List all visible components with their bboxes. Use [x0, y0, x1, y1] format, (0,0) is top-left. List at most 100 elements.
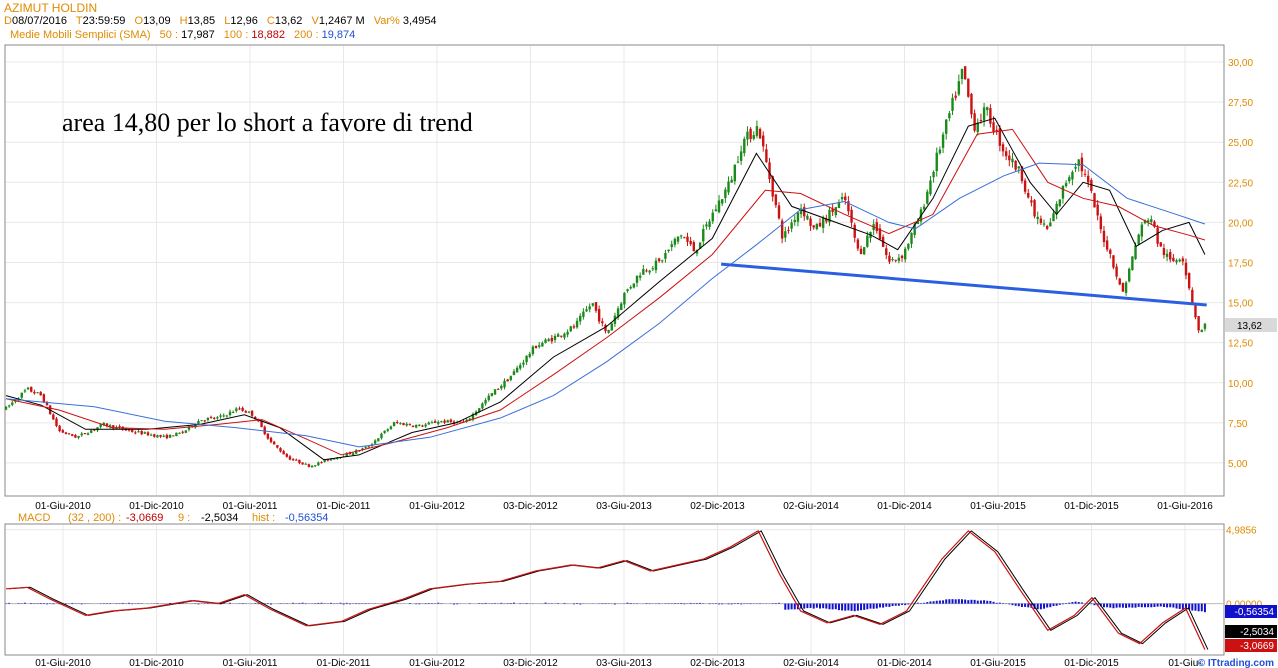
candle-body [705, 224, 708, 227]
candle-body [951, 97, 954, 111]
candle-body [408, 424, 412, 426]
macd-line [5, 530, 1206, 650]
candle-body [1077, 159, 1080, 166]
candle-body [238, 408, 241, 410]
volume-key: V [311, 15, 319, 27]
candle-body [828, 209, 831, 223]
candle-body [317, 462, 320, 466]
candle-body [496, 388, 500, 390]
candle-body [30, 386, 33, 392]
time-value: 23:59:59 [82, 15, 126, 27]
candle-body [1194, 304, 1197, 318]
candle-body [1064, 183, 1068, 187]
macd-x-tick-label: 01-Dic-2010 [129, 658, 184, 668]
candle-body [61, 430, 64, 433]
candle-body [411, 425, 415, 427]
candle-body [591, 303, 595, 306]
candle-body [102, 423, 106, 425]
candle-body [42, 394, 46, 403]
candle-body [689, 240, 692, 245]
candle-body [793, 219, 796, 223]
candle-body [736, 161, 740, 163]
candle-body [566, 331, 569, 335]
candle-body [58, 425, 61, 432]
candle-body [405, 423, 408, 426]
candle-body [771, 176, 774, 197]
candle-body [399, 423, 402, 425]
candle-body [806, 215, 809, 220]
candle-body [847, 201, 850, 212]
candle-body [184, 430, 188, 433]
candle-body [1055, 203, 1058, 215]
candle-body [632, 283, 636, 288]
candle-body [758, 128, 762, 139]
candle-body [149, 434, 153, 436]
candle-body [575, 320, 579, 328]
candle-body [588, 306, 591, 310]
candle-body [724, 189, 727, 199]
volume-value: 1,2467 M [318, 15, 365, 27]
var-value: 3,4954 [402, 15, 437, 27]
candle-body [1014, 160, 1017, 170]
time-key: T [75, 15, 83, 27]
candle-body [594, 302, 598, 311]
candle-body [213, 417, 216, 419]
candle-body [667, 249, 670, 252]
candle-body [780, 220, 784, 239]
candle-body [695, 249, 699, 254]
candle-body [1102, 230, 1106, 243]
candle-body [525, 355, 528, 363]
macd-last-value-box [1225, 639, 1277, 652]
sma50-key: 50 : [159, 29, 179, 41]
candle-body [478, 408, 481, 413]
candle-body [1131, 256, 1134, 271]
candle-body [418, 424, 421, 426]
candle-body [976, 122, 979, 133]
candle-body [986, 107, 989, 111]
candle-body [1115, 266, 1118, 277]
candle-body [96, 427, 99, 431]
candle-body [777, 205, 781, 219]
candle-body [380, 433, 383, 439]
candle-body [1159, 242, 1162, 247]
candle-body [862, 247, 866, 255]
open-value: 13,09 [143, 15, 171, 27]
candle-body [768, 162, 771, 180]
candle-body [231, 412, 235, 414]
candle-body [481, 403, 484, 409]
candle-body [1090, 179, 1093, 191]
candle-body [1033, 200, 1036, 217]
candle-body [291, 459, 295, 461]
candle-body [913, 224, 916, 235]
candle-body [131, 430, 134, 432]
y-tick-label: 12,50 [1228, 339, 1253, 350]
candle-body [891, 259, 894, 261]
candle-body [711, 212, 714, 222]
candle-body [515, 367, 519, 373]
candle-body [1121, 283, 1125, 292]
candle-body [153, 434, 156, 437]
candle-body [774, 194, 778, 206]
candle-body [172, 435, 175, 437]
candle-body [14, 400, 17, 402]
candle-body [818, 223, 822, 227]
macd-last-value-box [1225, 605, 1277, 618]
macd-header: MACD (32 , 200) : -3,0669 9 : -2,5034 hi… [18, 512, 328, 524]
candle-body [1023, 180, 1027, 192]
sma50-line [5, 117, 1206, 461]
candle-body [727, 181, 730, 193]
candle-body [676, 236, 680, 242]
macd-x-tick-label: 01-Giu- [1168, 658, 1201, 668]
candle-body [721, 199, 724, 204]
candle-body [746, 131, 749, 140]
candle-body [809, 218, 812, 226]
candle-body [534, 346, 538, 348]
macd-y-tick-label: 4,9856 [1226, 526, 1257, 537]
candle-body [995, 129, 998, 132]
candle-body [885, 248, 888, 256]
candle-body [1036, 216, 1039, 220]
hist-value: -0,56354 [285, 512, 328, 524]
candle-body [396, 422, 399, 424]
candle-body [20, 392, 23, 398]
candle-body [1017, 166, 1020, 169]
